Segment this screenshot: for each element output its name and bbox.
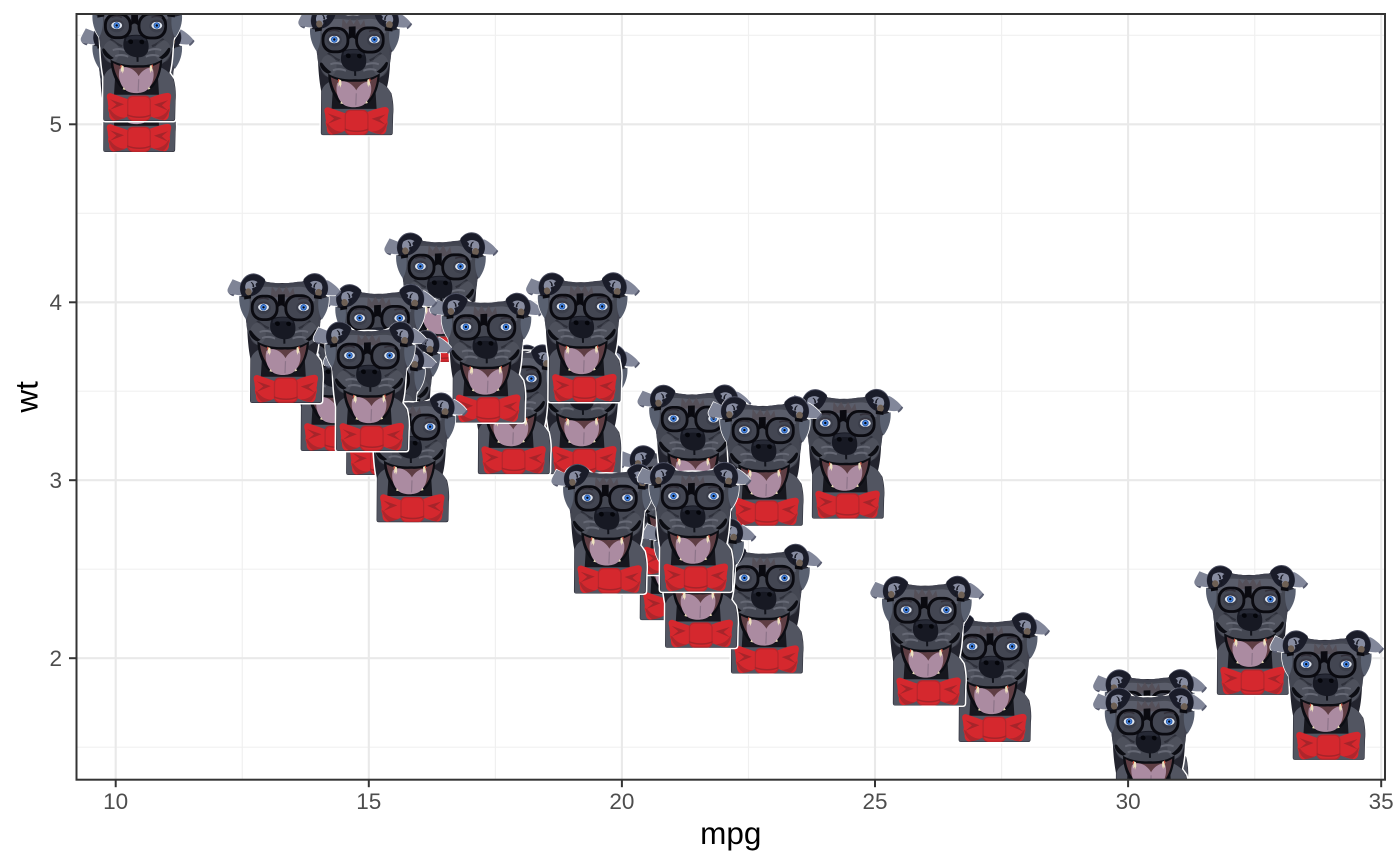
svg-text:20: 20 bbox=[609, 789, 634, 814]
svg-text:mpg: mpg bbox=[700, 815, 761, 851]
svg-text:15: 15 bbox=[356, 789, 381, 814]
svg-text:5: 5 bbox=[49, 112, 62, 137]
svg-text:10: 10 bbox=[103, 789, 128, 814]
svg-text:35: 35 bbox=[1369, 789, 1394, 814]
svg-text:3: 3 bbox=[49, 468, 62, 493]
svg-text:4: 4 bbox=[49, 290, 62, 315]
svg-text:30: 30 bbox=[1116, 789, 1141, 814]
svg-text:wt: wt bbox=[8, 381, 44, 414]
svg-text:2: 2 bbox=[49, 646, 62, 671]
svg-text:25: 25 bbox=[862, 789, 887, 814]
